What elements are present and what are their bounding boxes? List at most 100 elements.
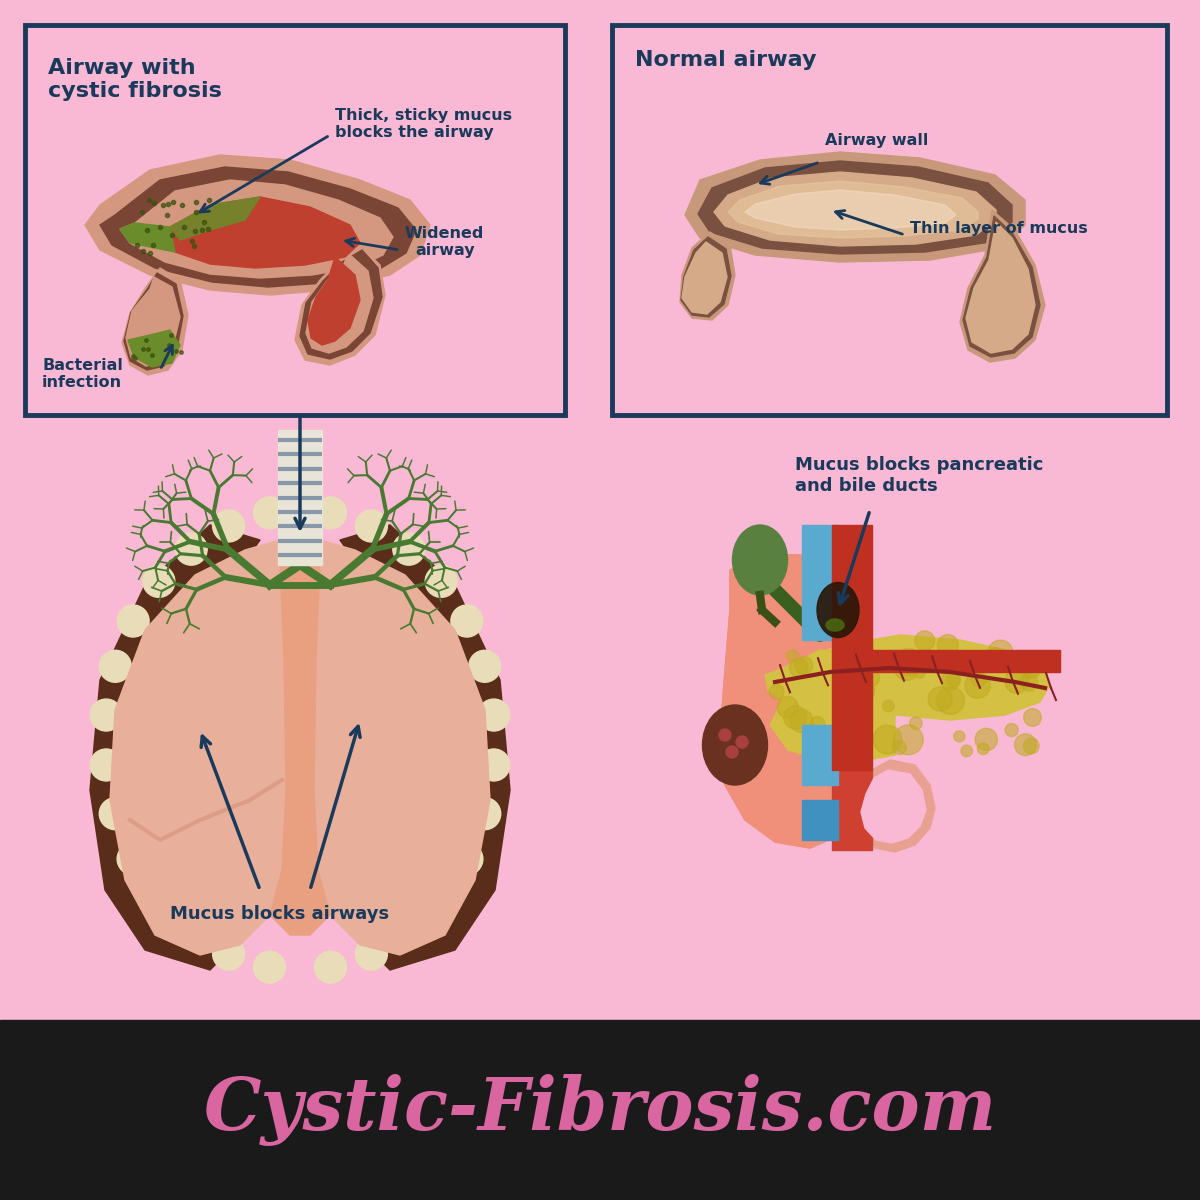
Polygon shape	[682, 236, 731, 317]
Circle shape	[90, 749, 122, 781]
Circle shape	[143, 883, 175, 914]
Circle shape	[937, 686, 965, 714]
Polygon shape	[766, 650, 840, 712]
Polygon shape	[90, 526, 260, 970]
Polygon shape	[832, 526, 872, 770]
Circle shape	[355, 938, 388, 970]
Circle shape	[899, 655, 913, 670]
Text: Airway with
cystic fibrosis: Airway with cystic fibrosis	[48, 58, 222, 101]
Circle shape	[893, 740, 906, 755]
Polygon shape	[122, 268, 188, 374]
Circle shape	[894, 655, 919, 680]
Circle shape	[212, 510, 245, 542]
Circle shape	[928, 686, 952, 710]
Circle shape	[820, 736, 848, 764]
Bar	[612, 25, 1166, 415]
Circle shape	[736, 736, 748, 748]
Polygon shape	[770, 635, 1050, 720]
Polygon shape	[964, 216, 1040, 358]
Polygon shape	[120, 180, 394, 278]
Polygon shape	[725, 575, 858, 828]
Circle shape	[778, 696, 798, 718]
Polygon shape	[802, 725, 838, 785]
Circle shape	[988, 640, 1013, 665]
Ellipse shape	[702, 704, 768, 785]
Circle shape	[790, 659, 808, 677]
Text: Thin layer of mucus: Thin layer of mucus	[910, 221, 1087, 235]
Polygon shape	[308, 257, 360, 346]
Circle shape	[790, 709, 814, 732]
Polygon shape	[685, 152, 1025, 262]
Circle shape	[253, 952, 286, 983]
Circle shape	[451, 842, 482, 875]
Circle shape	[874, 725, 902, 754]
Polygon shape	[714, 172, 996, 246]
Circle shape	[786, 650, 798, 662]
Polygon shape	[160, 197, 360, 268]
Circle shape	[392, 533, 425, 565]
Polygon shape	[270, 560, 330, 935]
Polygon shape	[832, 770, 872, 850]
Circle shape	[924, 650, 937, 664]
Circle shape	[862, 668, 880, 686]
Polygon shape	[862, 770, 926, 842]
Circle shape	[914, 667, 925, 678]
Circle shape	[425, 565, 457, 598]
Polygon shape	[306, 253, 373, 353]
Circle shape	[965, 673, 990, 698]
Polygon shape	[966, 222, 1034, 353]
Circle shape	[451, 605, 482, 637]
Circle shape	[118, 605, 149, 637]
Circle shape	[212, 938, 245, 970]
Circle shape	[971, 672, 986, 686]
Polygon shape	[854, 760, 935, 852]
Text: Mucus blocks airways: Mucus blocks airways	[170, 905, 390, 923]
Ellipse shape	[826, 619, 844, 631]
Circle shape	[1004, 670, 1028, 694]
Circle shape	[883, 701, 894, 712]
Text: Widened
airway: Widened airway	[406, 226, 485, 258]
Polygon shape	[872, 650, 1060, 672]
Circle shape	[478, 700, 510, 731]
Polygon shape	[720, 554, 872, 848]
Polygon shape	[802, 526, 838, 640]
Circle shape	[833, 710, 856, 733]
Circle shape	[840, 743, 865, 768]
Circle shape	[314, 497, 347, 529]
Polygon shape	[126, 277, 180, 366]
Polygon shape	[728, 181, 978, 238]
Text: Normal airway: Normal airway	[635, 50, 816, 70]
Circle shape	[810, 716, 826, 732]
Polygon shape	[110, 540, 286, 955]
Circle shape	[976, 728, 997, 751]
Polygon shape	[770, 690, 895, 766]
Polygon shape	[720, 554, 872, 848]
Circle shape	[978, 743, 989, 755]
Circle shape	[253, 497, 286, 529]
Circle shape	[828, 738, 842, 751]
Circle shape	[1014, 734, 1037, 756]
Circle shape	[314, 952, 347, 983]
Polygon shape	[124, 272, 182, 370]
Circle shape	[850, 647, 868, 664]
Circle shape	[941, 672, 960, 690]
Circle shape	[937, 635, 959, 655]
Circle shape	[1024, 709, 1042, 726]
Circle shape	[478, 749, 510, 781]
Circle shape	[118, 842, 149, 875]
Text: Bacterial
infection: Bacterial infection	[42, 358, 122, 390]
Circle shape	[910, 718, 922, 730]
Ellipse shape	[732, 526, 787, 595]
Circle shape	[894, 725, 923, 755]
Circle shape	[1024, 738, 1039, 754]
Circle shape	[842, 713, 872, 742]
Polygon shape	[300, 250, 382, 359]
Circle shape	[392, 914, 425, 947]
Circle shape	[784, 706, 806, 730]
Circle shape	[1020, 673, 1038, 691]
Circle shape	[175, 533, 208, 565]
Circle shape	[845, 676, 875, 706]
Circle shape	[961, 745, 972, 757]
Circle shape	[100, 650, 131, 683]
Bar	[278, 430, 322, 565]
